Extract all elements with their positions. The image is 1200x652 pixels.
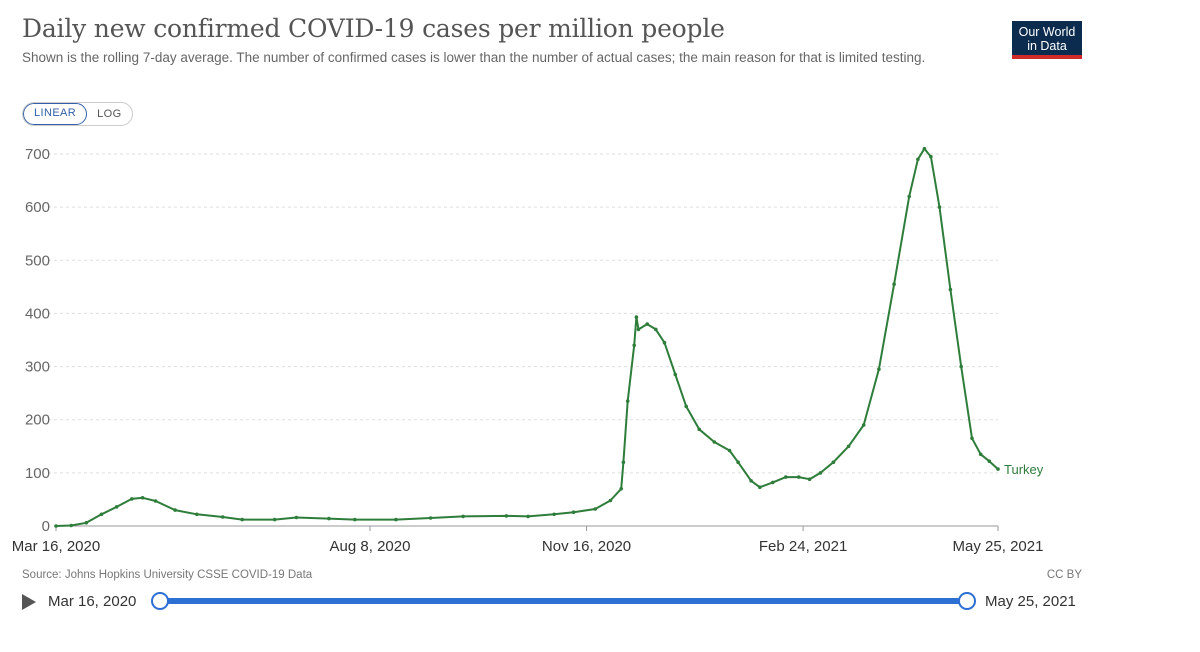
data-point-24 <box>608 498 613 503</box>
y-tick-label-400: 400 <box>25 305 50 322</box>
data-point-50 <box>877 367 881 371</box>
license-link[interactable]: CC BY <box>1046 569 1082 581</box>
data-point-6 <box>140 496 145 500</box>
y-tick-label-100: 100 <box>25 465 50 482</box>
data-point-16 <box>394 517 398 522</box>
data-point-57 <box>948 287 953 292</box>
data-point-4 <box>114 505 119 509</box>
logo-line-1: Our World <box>1018 25 1076 39</box>
x-tick-label-4: May 25, 2021 <box>953 538 1044 555</box>
log-scale-button[interactable]: LOG <box>97 108 122 120</box>
data-point-44 <box>797 475 801 479</box>
y-tick-label-600: 600 <box>25 199 50 216</box>
data-point-23 <box>593 507 597 511</box>
data-point-29 <box>634 315 639 319</box>
data-point-58 <box>959 364 963 369</box>
data-point-12 <box>272 517 277 522</box>
data-point-60 <box>978 452 983 457</box>
data-point-46 <box>818 471 823 475</box>
data-point-40 <box>749 479 753 483</box>
data-point-59 <box>970 436 974 441</box>
data-point-19 <box>504 514 509 518</box>
x-tick-label-0: Mar 16, 2020 <box>12 538 100 555</box>
data-point-37 <box>712 440 717 444</box>
data-point-61 <box>987 459 992 464</box>
timeline-start-handle[interactable] <box>151 592 169 610</box>
y-tick-label-300: 300 <box>25 359 50 376</box>
data-point-30 <box>636 327 641 332</box>
data-point-10 <box>220 515 225 519</box>
logo-line-2: in Data <box>1027 39 1067 53</box>
timeline-start-label: Mar 16, 2020 <box>48 593 137 610</box>
timeline: Mar 16, 2020 May 25, 2021 <box>22 590 1092 614</box>
data-point-18 <box>461 514 465 519</box>
grid-layer <box>48 153 998 474</box>
play-icon[interactable] <box>22 594 36 610</box>
data-point-3 <box>99 512 104 517</box>
data-point-11 <box>240 517 244 522</box>
data-point-45 <box>807 477 812 482</box>
data-point-56 <box>937 205 942 209</box>
data-point-8 <box>173 508 177 512</box>
data-point-62 <box>996 467 1000 471</box>
timeline-track[interactable] <box>159 598 967 604</box>
data-point-9 <box>195 512 199 517</box>
y-tick-label-200: 200 <box>25 412 50 429</box>
data-point-39 <box>736 460 740 465</box>
source-note: Source: Johns Hopkins University CSSE CO… <box>22 569 313 581</box>
chart-title: Daily new confirmed COVID-19 cases per m… <box>22 14 725 43</box>
data-point-22 <box>571 510 576 514</box>
data-point-0 <box>54 524 58 528</box>
series-line-turkey <box>55 147 999 527</box>
data-point-54 <box>922 146 927 151</box>
x-tick-label-3: Feb 24, 2021 <box>759 538 847 555</box>
data-point-33 <box>662 340 667 345</box>
data-point-48 <box>846 444 851 449</box>
data-point-17 <box>428 516 433 520</box>
scale-toggle: LINEAR LOG <box>22 102 133 126</box>
data-point-31 <box>645 322 649 326</box>
data-point-47 <box>831 460 836 465</box>
data-point-15 <box>353 517 357 522</box>
data-point-13 <box>294 515 299 520</box>
x-tick-label-1: Aug 8, 2020 <box>330 538 411 555</box>
data-point-1 <box>69 523 73 528</box>
data-point-14 <box>327 516 331 521</box>
data-point-32 <box>654 327 658 332</box>
axis-layer: 0 100 200 300 400 500 600 700 Mar 16, 2020 Aug 8,… <box>12 146 1044 555</box>
series-label-turkey: Turkey <box>1004 462 1044 477</box>
data-point-49 <box>861 423 866 427</box>
chart-subtitle: Shown is the rolling 7-day average. The … <box>22 50 926 65</box>
y-tick-label-700: 700 <box>25 146 50 163</box>
data-point-41 <box>758 485 762 490</box>
data-point-26 <box>621 460 626 465</box>
data-point-51 <box>892 282 896 286</box>
data-point-52 <box>907 194 911 199</box>
data-point-34 <box>673 372 678 377</box>
data-point-7 <box>153 499 158 503</box>
data-point-55 <box>929 154 933 159</box>
y-tick-label-500: 500 <box>25 252 50 269</box>
line-chart: 0 100 200 300 400 500 600 700 Mar 16, 2020 Aug 8,… <box>12 146 1044 555</box>
data-point-25 <box>619 487 623 491</box>
x-tick-label-2: Nov 16, 2020 <box>542 538 631 555</box>
timeline-end-label: May 25, 2021 <box>985 593 1076 610</box>
data-point-36 <box>697 427 701 432</box>
linear-scale-button[interactable]: LINEAR <box>23 103 88 125</box>
data-point-21 <box>552 512 556 517</box>
data-point-42 <box>771 480 775 485</box>
data-point-53 <box>916 157 920 162</box>
y-tick-label-0: 0 <box>42 518 50 535</box>
data-point-35 <box>684 404 688 409</box>
series-layer: Turkey <box>54 146 1044 528</box>
data-point-38 <box>727 448 732 453</box>
data-point-2 <box>84 521 89 525</box>
data-point-27 <box>625 399 630 403</box>
data-point-28 <box>632 343 636 348</box>
owid-logo[interactable]: Our World in Data <box>1012 21 1082 59</box>
data-point-20 <box>526 514 530 519</box>
timeline-end-handle[interactable] <box>958 592 976 610</box>
data-point-43 <box>784 475 788 479</box>
data-point-5 <box>130 497 134 501</box>
